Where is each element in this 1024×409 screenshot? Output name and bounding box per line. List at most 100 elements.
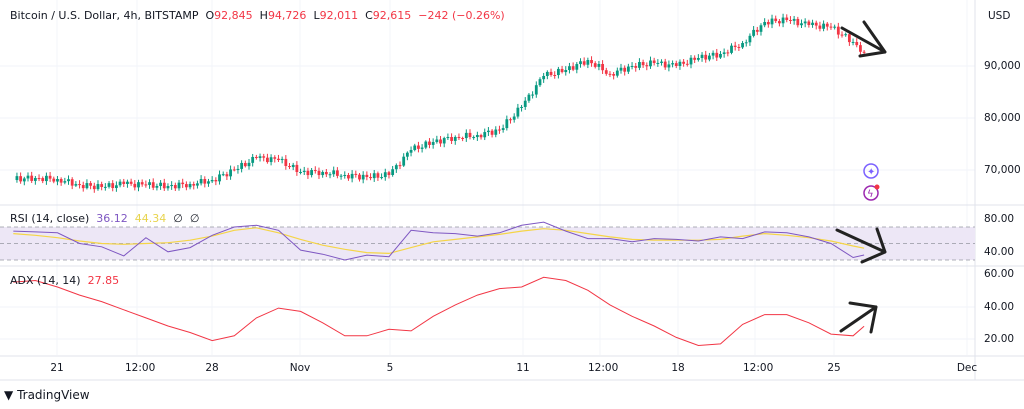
tradingview-logo[interactable]: ▼ TradingView	[4, 388, 90, 402]
time-tick: 12:00	[125, 362, 156, 374]
candle-body	[277, 158, 280, 161]
candle-body	[59, 178, 63, 183]
candle-body	[652, 60, 656, 63]
candle-body	[468, 132, 472, 138]
candle-body	[660, 61, 663, 63]
time-tick: 5	[386, 362, 394, 374]
candle-body	[207, 181, 210, 184]
candle-body	[358, 174, 361, 180]
candle-body	[240, 162, 244, 169]
candle-body	[96, 184, 100, 190]
candle-body	[225, 174, 229, 177]
candle-body	[192, 183, 196, 186]
candle-body	[715, 52, 719, 58]
candle-body	[306, 170, 310, 176]
candle-body	[446, 137, 450, 139]
candle-body	[862, 51, 866, 53]
candle-body	[273, 157, 277, 159]
candle-body	[148, 182, 151, 185]
candle-body	[512, 116, 516, 120]
candle-body	[520, 106, 523, 108]
candle-body	[568, 66, 571, 71]
candle-body	[262, 156, 266, 158]
candle-body	[483, 132, 487, 138]
candle-body	[626, 66, 630, 72]
candle-body	[114, 185, 118, 189]
candle-body	[85, 183, 89, 189]
candle-body	[630, 66, 634, 67]
candle-body	[461, 137, 465, 139]
candle-body	[590, 60, 593, 64]
candle-body	[258, 156, 262, 158]
candle-body	[376, 173, 380, 178]
candle-body	[137, 182, 140, 188]
candle-body	[218, 174, 221, 182]
candle-body	[490, 130, 494, 135]
candle-body	[26, 175, 30, 179]
time-tick: 28	[205, 362, 219, 374]
candle-body	[789, 19, 792, 21]
candle-body	[288, 165, 291, 168]
candle-body	[380, 177, 383, 179]
candle-body	[107, 183, 111, 187]
candle-body	[45, 175, 48, 182]
candle-body	[803, 21, 807, 24]
candle-body	[33, 178, 37, 181]
rsi-ma-value: 44.34	[134, 212, 167, 225]
rsi-tick: 40.00	[984, 246, 1015, 258]
candle-body	[361, 174, 365, 180]
currency-label[interactable]: USD	[988, 10, 1011, 22]
candle-body	[472, 137, 476, 139]
candle-body	[284, 158, 288, 166]
open-value: 92,845	[214, 9, 253, 22]
candle-body	[549, 71, 553, 75]
candle-body	[582, 61, 586, 65]
candle-body	[19, 176, 23, 182]
candle-body	[391, 169, 395, 175]
candle-body	[420, 147, 424, 149]
candle-body	[196, 183, 199, 186]
candle-body	[464, 132, 468, 139]
candle-body	[523, 100, 527, 107]
candle-body	[324, 171, 328, 175]
candle-body	[413, 145, 417, 150]
candle-body	[166, 186, 170, 189]
candle-body	[347, 174, 350, 179]
candle-body	[829, 26, 833, 28]
candle-body	[328, 174, 332, 176]
candle-body	[700, 54, 704, 58]
time-tick: 12:00	[588, 362, 619, 374]
candle-body	[254, 156, 258, 158]
candle-body	[343, 174, 347, 176]
candle-body	[173, 185, 177, 189]
candle-body	[770, 18, 774, 25]
candle-body	[719, 53, 722, 58]
candle-body	[811, 22, 814, 26]
rsi-tick: 80.00	[984, 213, 1015, 225]
candle-body	[531, 94, 535, 96]
candle-body	[122, 181, 126, 184]
candle-body	[291, 164, 295, 168]
candle-body	[814, 22, 818, 26]
candle-body	[177, 182, 181, 189]
candle-body	[100, 184, 104, 188]
candle-body	[822, 23, 825, 29]
candle-body	[365, 174, 369, 178]
candle-body	[575, 64, 579, 70]
candle-body	[560, 68, 564, 73]
candle-body	[405, 152, 409, 157]
adx-value: 27.85	[87, 274, 120, 287]
candle-body	[155, 186, 159, 188]
candle-body	[439, 139, 442, 144]
candle-body	[133, 183, 137, 188]
candle-body	[796, 18, 800, 26]
candle-body	[645, 65, 649, 67]
candle-body	[229, 169, 232, 177]
rsi-line	[13, 221, 865, 261]
candle-body	[48, 175, 52, 179]
candle-body	[188, 183, 192, 188]
candle-body	[450, 137, 453, 141]
candle-body	[321, 171, 325, 176]
candle-body	[126, 181, 129, 184]
